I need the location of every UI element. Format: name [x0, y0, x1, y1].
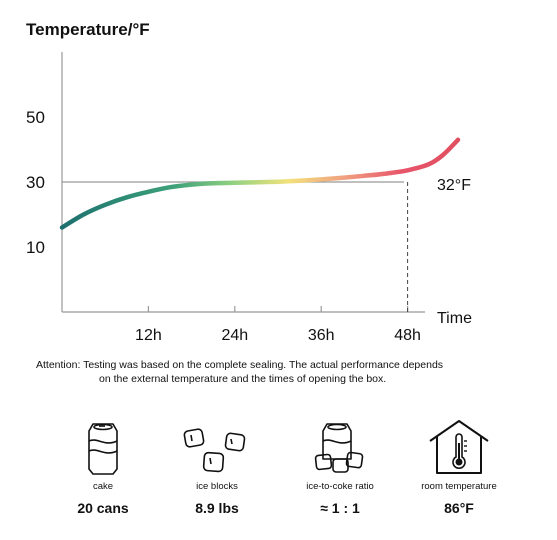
x-axis-label: Time [437, 310, 472, 327]
info-label: room temperature [421, 481, 497, 492]
x-tick-label: 12h [135, 327, 162, 344]
series [59, 137, 461, 230]
ice-cubes-icon [162, 415, 272, 477]
info-cake: cake 20 cans [48, 415, 158, 516]
x-ticks: 12h 24h 36h 48h [135, 306, 421, 344]
y-tick-label: 50 [26, 108, 45, 127]
y-tick-label: 30 [26, 173, 45, 192]
info-ice-blocks: ice blocks 8.9 lbs [162, 415, 272, 516]
temperature-curve [59, 137, 461, 230]
y-ticks: 10 30 50 [26, 108, 45, 257]
reference-line-label: 32°F [437, 177, 471, 194]
x-tick-label: 36h [308, 327, 335, 344]
x-tick-label: 24h [221, 327, 248, 344]
info-label: ice blocks [196, 481, 238, 492]
info-label: cake [92, 481, 114, 492]
note-line-2: on the external temperature and the time… [99, 373, 387, 385]
info-value: 86°F [444, 500, 474, 516]
y-axis-label: Temperature/°F [26, 20, 150, 39]
info-value: 20 cans [77, 500, 129, 516]
info-value: 8.9 lbs [195, 500, 239, 516]
info-value: ≈ 1 : 1 [320, 500, 360, 516]
info-label: ice-to-coke ratio [306, 481, 374, 492]
can-with-ice-icon [285, 415, 395, 477]
house-thermometer-icon [404, 415, 514, 477]
note-line-1: Attention: Testing was based on the comp… [36, 359, 444, 371]
info-ratio: ice-to-coke ratio ≈ 1 : 1 [285, 415, 395, 516]
y-tick-label: 10 [26, 238, 45, 257]
x-tick-label: 48h [394, 327, 421, 344]
attention-note: Attention: Testing was based on the comp… [36, 358, 536, 386]
info-room-temperature: room temperature 86°F [404, 415, 514, 516]
soda-can-icon [48, 415, 158, 477]
